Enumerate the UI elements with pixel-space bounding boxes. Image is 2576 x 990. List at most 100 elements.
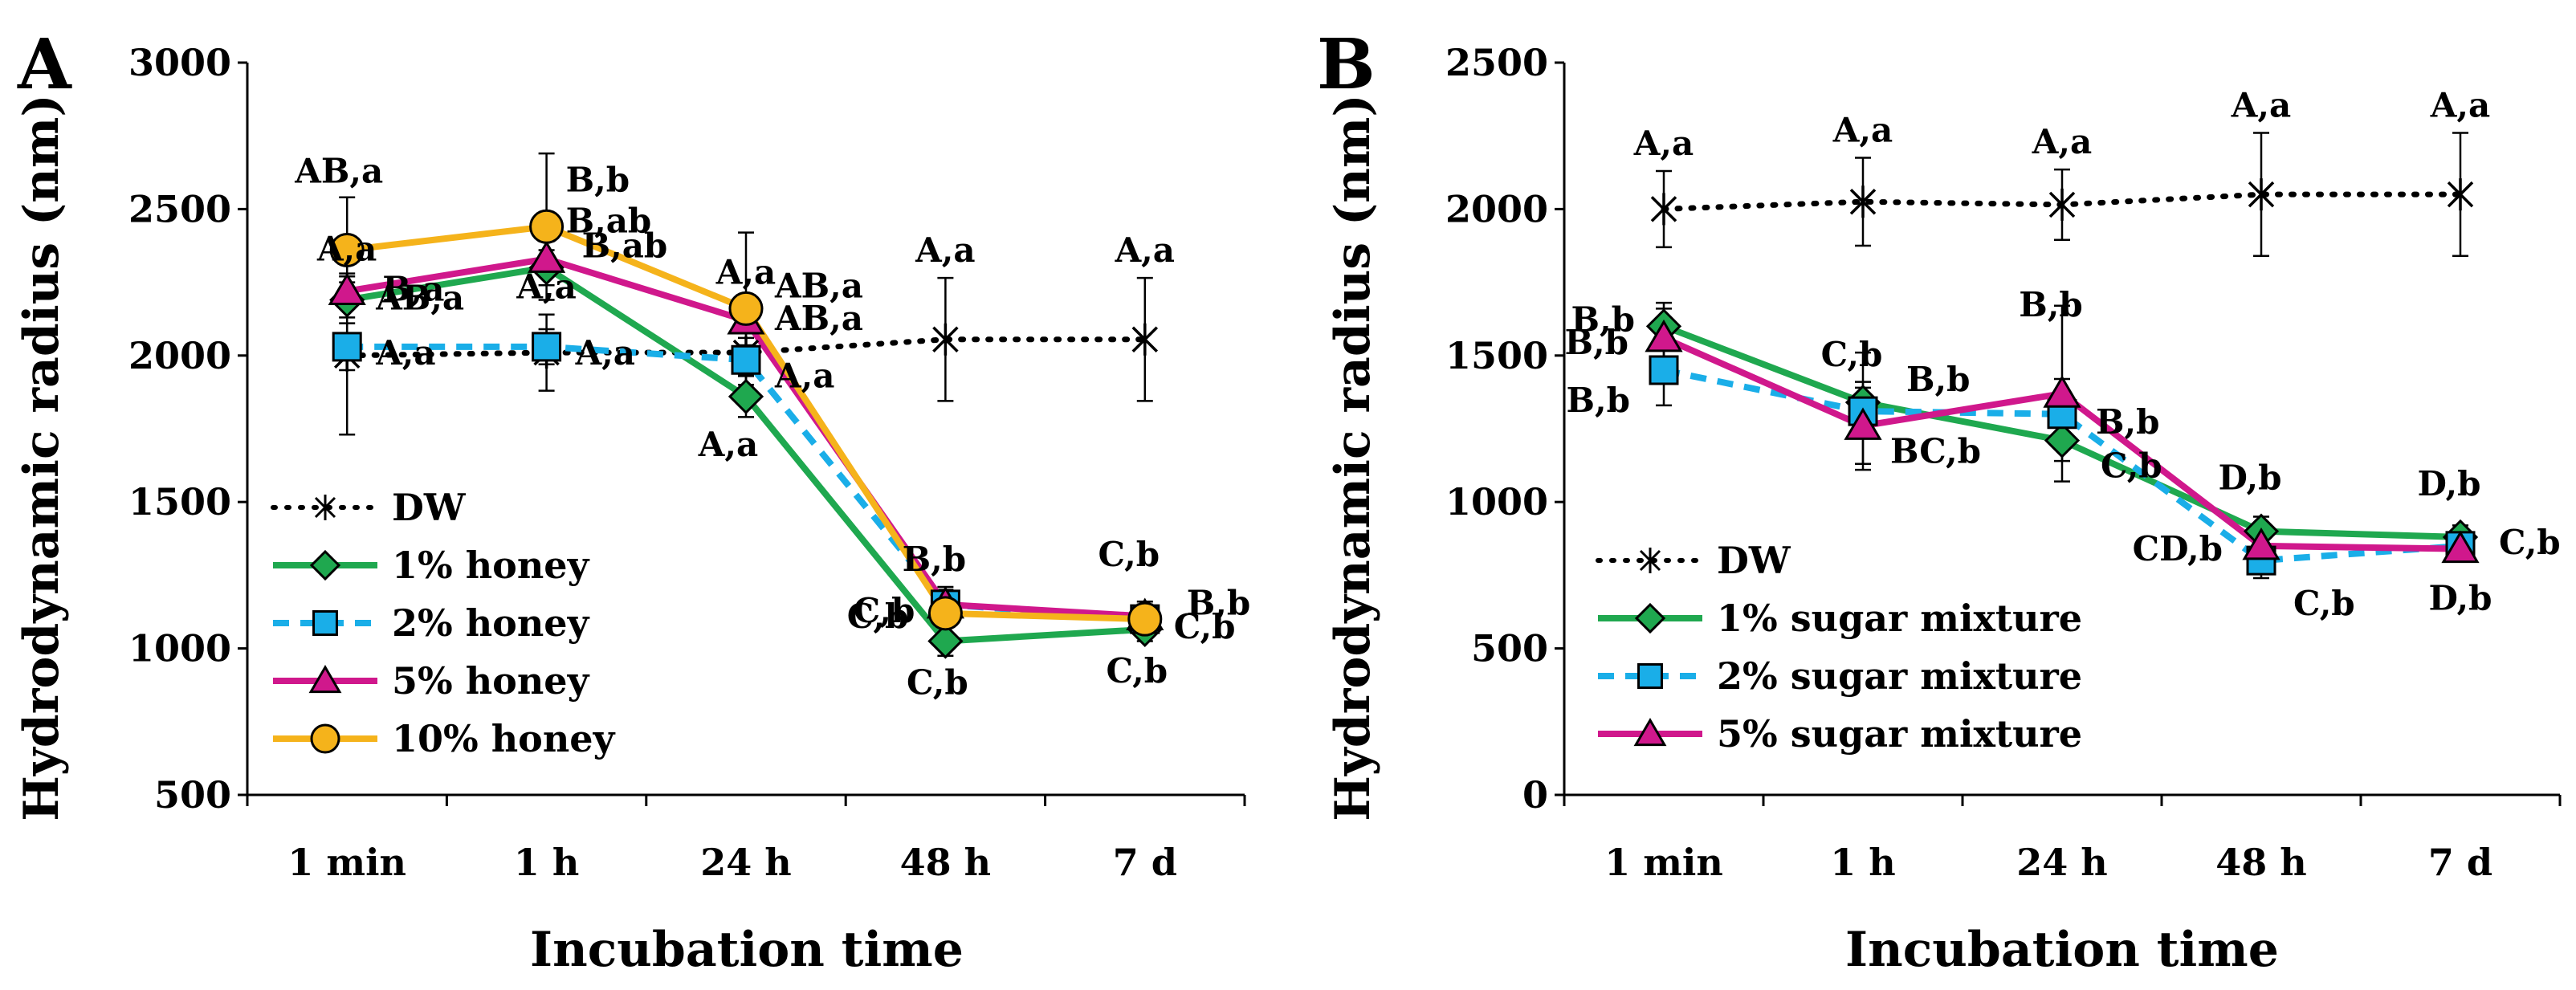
data-point-diamond-marker [927,623,964,659]
legend-circle-marker [310,723,340,754]
panel-a-x-tick-label: 1 min [287,841,406,884]
legend-triangle-marker [1633,718,1667,747]
panel-a-y-tick-label: 1500 [128,480,231,524]
panel-b-x-tick-label: 7 d [2428,841,2492,884]
panel-a-chart: A Hydrodynamic radius (nm) Incubation ti… [14,24,1250,978]
panel-b-x-tick-label: 1 h [1830,841,1895,884]
significance-label: C,b [1174,607,1236,646]
data-point-square-marker [332,332,362,362]
data-point-asterisk-marker [2447,178,2474,211]
panel-b-y-tick-label: 0 [1522,773,1548,817]
significance-label: C,b [854,591,915,630]
significance-label: B,b [1187,583,1251,622]
significance-label: A,a [2430,86,2490,125]
data-point-triangle-marker [1645,319,1683,352]
data-point-asterisk-marker [1650,193,1677,226]
panel-a-y-tick-label: 3000 [128,41,231,84]
legend-label: DW [1717,539,1791,582]
significance-label: BC,b [1890,431,1981,471]
significance-label: A,a [575,333,635,373]
legend-asterisk-marker [314,495,336,520]
significance-label: A,a [1115,230,1175,270]
panel-b-x-tick-label: 1 min [1604,841,1723,884]
panel-b-x-axis-title: Incubation time [1845,922,2279,978]
data-point-square-marker [532,332,562,362]
data-point-circle-marker [927,596,963,631]
panel-a-plot-area: A,aA,a A,aA,a A,aAB,aB,abA,aC,b C,bA,a A,aA,… [294,151,1250,702]
legend-entry-dw: DW [1596,539,1791,582]
significance-label: B,b [1567,381,1631,420]
panel-b-chart: B Hydrodynamic radius (nm) Incubation ti… [1317,24,2562,978]
panel-b-y-tick-label: 2000 [1445,187,1548,230]
significance-label: AB,a [375,278,464,317]
panel-a-y-tick-label: 500 [154,773,231,817]
panel-a-y-tick-label: 2500 [128,187,231,230]
legend-entry-10-honey: 10% honey [273,717,616,760]
legend-label: 5% sugar mixture [1717,712,2082,756]
panel-b-plot-area: A,a A,a A,aA,a A,aB,bB,bC,b D,b D,bB,bC,bB,bC… [1565,86,2561,624]
significance-label: A,a [2032,122,2092,161]
legend-square-marker [1637,663,1663,689]
panel-b-y-tick-label: 2500 [1445,41,1548,84]
significance-label: B,ab [582,226,668,265]
significance-label: B,b [2019,285,2083,324]
significance-label: C,b [2499,523,2561,562]
legend-label: DW [392,486,467,529]
legend-entry-5-honey: 5% honey [273,659,590,703]
significance-label: A,a [1832,111,1893,150]
significance-label: B,b [1565,323,1629,362]
panel-a-x-tick-label: 48 h [900,841,991,884]
significance-label: A,a [375,333,435,373]
series-line [1663,367,2461,564]
panel-a-y-tick-label: 1000 [128,627,231,670]
significance-label: C,b [907,662,968,702]
data-point-circle-marker [728,291,764,326]
panel-b-legend: DW 1% sugar mixture 2% sugar mixture 5% … [1596,539,2082,756]
data-point-circle-marker [1127,601,1163,637]
legend-entry-2-sugar-mixture: 2% sugar mixture [1598,654,2082,698]
data-point-asterisk-marker [932,323,959,356]
significance-label: D,b [2219,458,2282,498]
significance-label: A,a [516,267,576,307]
data-point-triangle-marker [527,240,566,273]
legend-label: 2% honey [392,601,590,645]
significance-label: C,b [2101,446,2162,486]
panel-a-x-axis-title: Incubation time [530,922,964,978]
significance-label: C,b [2293,584,2355,623]
panel-b-x-tick-label: 24 h [2016,841,2107,884]
legend-label: 2% sugar mixture [1717,654,2082,698]
significance-label: AB,a [774,299,863,338]
legend-diamond-marker [1634,602,1666,634]
significance-label: D,b [2418,464,2481,503]
legend-label: 1% sugar mixture [1717,597,2082,640]
data-point-triangle-marker [2441,530,2480,564]
legend-entry-1-honey: 1% honey [273,544,590,587]
legend-diamond-marker [309,549,341,581]
significance-label: B,b [566,160,630,199]
panel-b-letter: B [1317,24,1376,105]
significance-label: C,b [1106,651,1168,691]
significance-label: A,a [774,356,834,395]
panel-a-y-tick-label: 2000 [128,334,231,377]
significance-label: A,a [698,425,758,464]
legend-entry-dw: DW [271,486,467,529]
significance-label: A,a [715,252,776,291]
data-point-triangle-marker [1844,407,1882,440]
data-point-circle-marker [529,209,565,244]
data-point-triangle-marker [2242,527,2280,560]
significance-label: B,ab [566,201,652,240]
panel-a-x-tick-label: 24 h [700,841,791,884]
significance-label: C,b [847,597,909,636]
significance-label: B,b [1571,299,1636,339]
panel-a-legend: DW 1% honey 2% honey 5% honey 10% honey [271,486,616,760]
data-point-triangle-marker [2043,375,2081,408]
significance-label: AB,a [294,151,383,190]
significance-label: B,b [903,540,967,579]
data-point-asterisk-marker [2248,178,2275,211]
legend-triangle-marker [308,665,342,694]
significance-label: C,b [1821,335,1883,374]
panel-a-letter: A [17,24,72,105]
significance-label: B,b [1906,360,1971,399]
data-point-asterisk-marker [1131,323,1159,356]
